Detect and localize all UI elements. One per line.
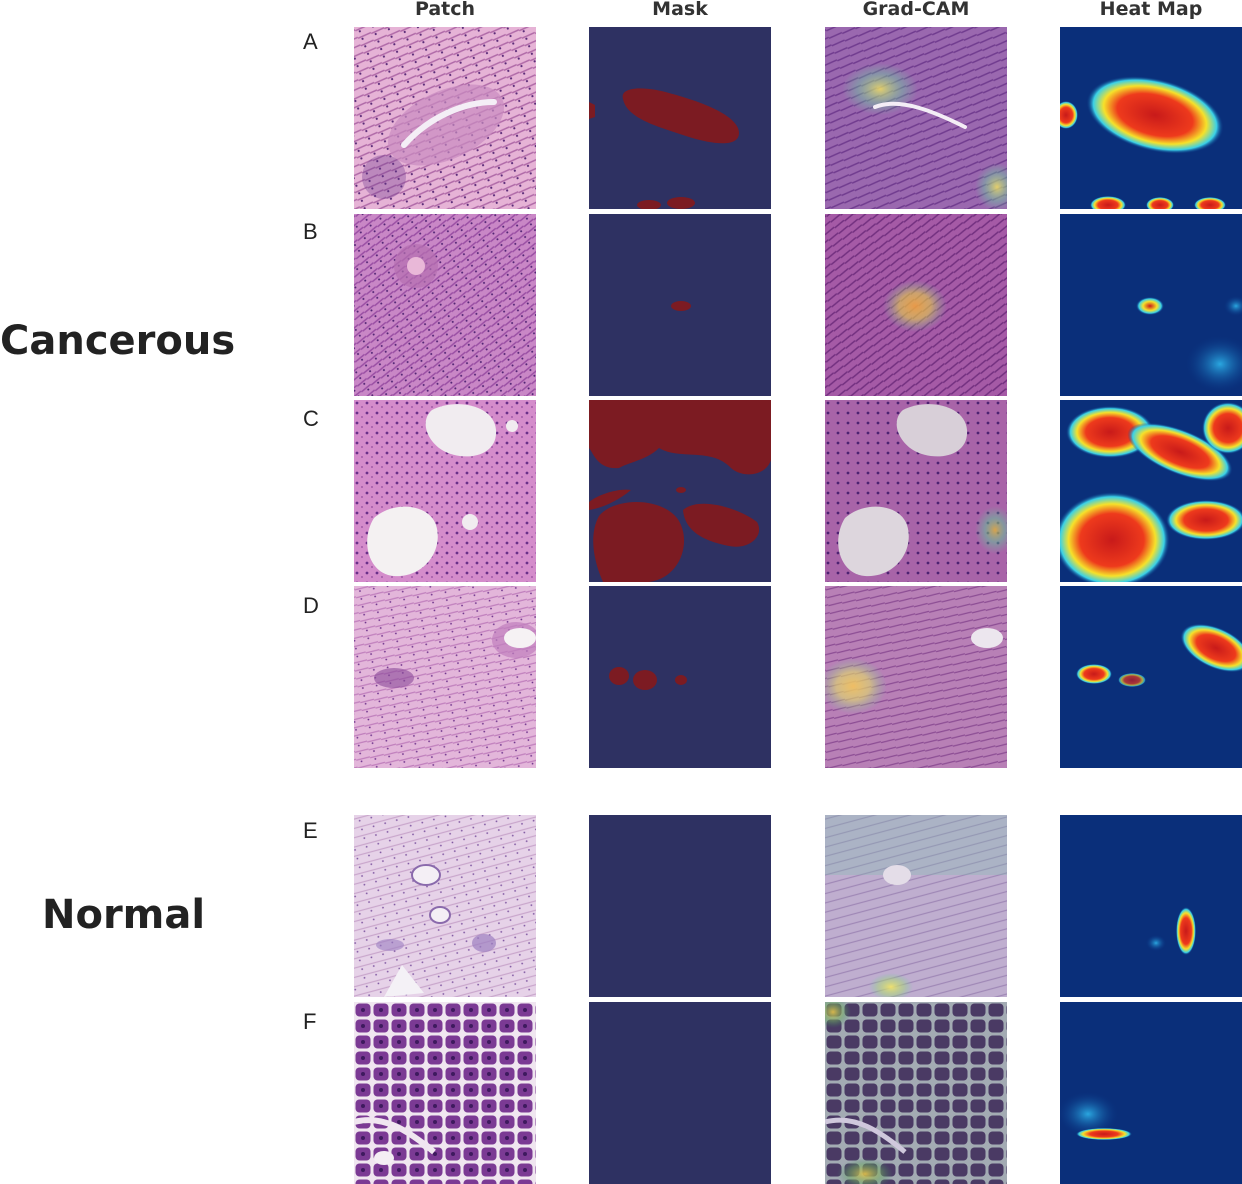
heatmap-image-b <box>1060 214 1242 396</box>
mask-image-d <box>589 586 771 768</box>
patch-image-d <box>354 586 536 768</box>
gradcam-image-c <box>825 400 1007 582</box>
mask-image-a <box>589 27 771 209</box>
column-header-heatmap: Heat Map <box>1099 0 1203 20</box>
row-label-b: B <box>303 219 318 244</box>
patch-image-a <box>354 27 536 209</box>
row-label-d: D <box>303 593 319 618</box>
heatmap-image-f <box>1060 1002 1242 1184</box>
row-label-e: E <box>303 818 318 843</box>
heatmap-image-d <box>1060 586 1242 768</box>
row-label-c: C <box>303 406 319 431</box>
row-label-a: A <box>303 29 318 54</box>
gradcam-image-d <box>825 586 1007 768</box>
mask-image-c <box>589 400 771 582</box>
mask-image-e <box>589 815 771 997</box>
heatmap-image-a <box>1060 27 1242 209</box>
patch-image-f <box>354 1002 536 1184</box>
mask-image-b <box>589 214 771 396</box>
heatmap-image-e <box>1060 815 1242 997</box>
group-label-cancerous: Cancerous <box>0 318 236 364</box>
patch-image-c <box>354 400 536 582</box>
row-label-f: F <box>303 1009 317 1034</box>
patch-image-e <box>354 815 536 997</box>
gradcam-image-a <box>825 27 1007 209</box>
column-header-mask: Mask <box>652 0 708 20</box>
heatmap-image-c <box>1060 400 1242 582</box>
gradcam-image-e <box>825 815 1007 997</box>
gradcam-image-b <box>825 214 1007 396</box>
group-label-normal: Normal <box>42 892 206 938</box>
column-header-patch: Patch <box>414 0 476 20</box>
mask-image-f <box>589 1002 771 1184</box>
patch-image-b <box>354 214 536 396</box>
column-header-gradcam: Grad-CAM <box>862 0 970 20</box>
gradcam-image-f <box>825 1002 1007 1184</box>
